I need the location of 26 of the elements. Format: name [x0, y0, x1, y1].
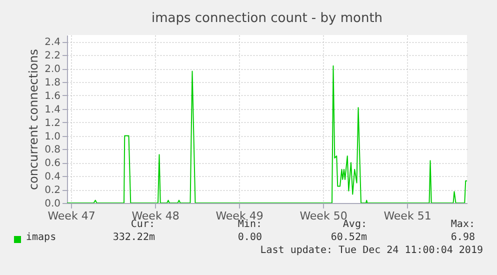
- x-tick-label: Week 47: [48, 210, 96, 222]
- x-tick-label: Week 51: [384, 210, 432, 222]
- y-tick-label: 2.4: [44, 37, 60, 48]
- y-tick-label: 0.4: [44, 172, 60, 183]
- y-axis-title: concurrent connections: [26, 48, 41, 190]
- y-tick-label: 1.2: [44, 118, 60, 129]
- text: 0.00: [238, 232, 262, 243]
- text: 332.22m: [112, 232, 155, 243]
- text: 6.98: [450, 232, 475, 243]
- y-tick-label: 0.0: [44, 198, 60, 210]
- chart-title: imaps connection count - by month: [151, 11, 383, 26]
- y-tick-label: 1.4: [44, 104, 60, 116]
- y-tick-label: 1.8: [44, 78, 60, 89]
- text: Max:: [450, 219, 475, 230]
- y-tick-label: 0.8: [44, 144, 60, 156]
- text: Cur:: [130, 219, 155, 230]
- text: Avg:: [342, 219, 367, 230]
- text: 60.52m: [330, 232, 367, 243]
- y-tick-label: 2.2: [44, 50, 60, 62]
- text: Last update: Tue Dec 24 11:00:04 2019: [260, 245, 483, 256]
- y-tick-label: 0.2: [44, 185, 60, 196]
- legend-label: imaps: [26, 232, 56, 243]
- y-tick-label: 1.6: [44, 90, 60, 102]
- y-tick-label: 2.0: [44, 64, 60, 76]
- y-tick-label: 1.0: [44, 131, 60, 142]
- y-tick-label: 0.6: [44, 158, 60, 170]
